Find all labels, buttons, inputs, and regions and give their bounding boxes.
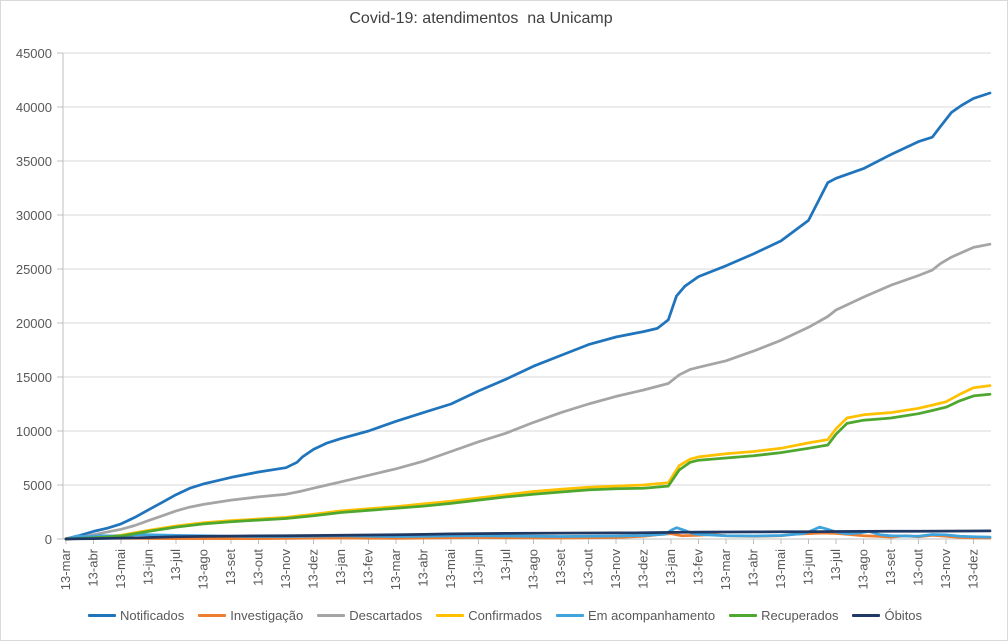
series-line-recuperados [64, 392, 992, 541]
legend-label-em-acompanhamento: Em acompanhamento [587, 608, 716, 623]
x-axis-tick-label: 13-mar [58, 548, 73, 590]
legend-item-descartados: Descartados [317, 608, 422, 623]
series-line-notificados [64, 91, 992, 541]
legend-item-investigacao: Investigação [198, 608, 303, 623]
x-axis-tick-label: 13-jul [498, 549, 513, 581]
x-axis-tick-label: 13-jun [471, 549, 486, 585]
series-line-confirmados [64, 384, 992, 541]
legend-label-confirmados: Confirmados [468, 608, 542, 623]
x-axis-tick-label: 13-out [251, 549, 266, 586]
legend-swatch-em-acompanhamento [555, 614, 584, 617]
x-axis-tick-label: 13-set [883, 549, 898, 586]
y-axis-tick-label: 25000 [16, 262, 52, 277]
x-axis-tick-label: 13-jun [141, 549, 156, 585]
legend-label-obitos: Óbitos [884, 608, 923, 623]
legend-swatch-descartados [317, 614, 346, 617]
x-axis-tick-label: 13-mar [718, 548, 733, 590]
legend-swatch-investigacao [198, 614, 227, 617]
legend-item-em-acompanhamento: Em acompanhamento [555, 608, 716, 623]
y-axis-tick-label: 35000 [16, 154, 52, 169]
x-axis-tick-label: 13-dez [636, 549, 651, 589]
y-axis-tick-label: 30000 [16, 208, 52, 223]
x-axis-tick-label: 13-nov [938, 549, 953, 589]
y-axis-tick-label: 15000 [16, 370, 52, 385]
x-axis-tick-label: 13-ago [526, 549, 541, 589]
series-line-obitos [64, 529, 992, 541]
legend-swatch-notificados [87, 614, 116, 617]
x-axis-tick-label: 13-abr [416, 548, 431, 586]
y-axis-tick-label: 10000 [16, 424, 52, 439]
x-axis-tick-label: 13-ago [196, 549, 211, 589]
chart-plot-area: 0 5000 10000 15000 20000 25000 30000 35000 40000… [16, 46, 992, 590]
legend-item-confirmados: Confirmados [436, 608, 542, 623]
chart-title: Covid-19: atendimentos na Unicamp [349, 10, 613, 27]
y-axis-tick-label: 5000 [23, 478, 52, 493]
legend-swatch-recuperados [729, 614, 758, 617]
x-axis-tick-label: 13-set [553, 549, 568, 586]
y-axis-tick-label: 0 [45, 532, 52, 547]
x-axis-tick-label: 13-mai [113, 549, 128, 589]
x-axis-tick-label: 13-jul [168, 549, 183, 581]
series-line-descartados [64, 242, 992, 541]
y-axis-tick-label: 20000 [16, 316, 52, 331]
y-axis-tick-label: 40000 [16, 100, 52, 115]
x-axis-tick-label: 13-mar [388, 548, 403, 590]
legend-label-descartados: Descartados [349, 608, 423, 623]
x-axis-tick-label: 13-fev [691, 549, 706, 586]
x-axis-tick-label: 13-fev [361, 549, 376, 586]
x-axis-tick-label: 13-set [223, 549, 238, 586]
x-axis-tick-label: 13-nov [608, 549, 623, 589]
legend-item-obitos: Óbitos [852, 608, 922, 623]
y-axis-tick-label: 45000 [16, 46, 52, 61]
legend-label-recuperados: Recuperados [761, 608, 839, 623]
x-axis-tick-label: 13-out [911, 549, 926, 586]
x-axis-tick-label: 13-jan [333, 549, 348, 585]
legend-label-investigacao: Investigação [230, 608, 304, 623]
x-axis-tick-label: 13-mai [773, 549, 788, 589]
x-axis-tick-label: 13-out [581, 549, 596, 586]
x-axis-tick-label: 13-jan [663, 549, 678, 585]
x-axis-tick-label: 13-ago [856, 549, 871, 589]
x-axis-tick-label: 13-nov [278, 549, 293, 589]
legend-item-recuperados: Recuperados [729, 608, 838, 623]
x-axis-tick-label: 13-abr [86, 548, 101, 586]
x-axis-tick-label: 13-mai [443, 549, 458, 589]
legend-label-notificados: Notificados [119, 608, 185, 623]
x-axis-tick-label: 13-dez [306, 549, 321, 589]
x-axis-tick-label: 13-abr [746, 548, 761, 586]
legend-item-notificados: Notificados [87, 608, 185, 623]
x-axis-tick-label: 13-jun [801, 549, 816, 585]
legend-swatch-confirmados [436, 614, 465, 617]
legend-swatch-obitos [852, 614, 881, 617]
chart-legend: Notificados Investigação Descartados Confir… [1, 608, 1007, 623]
x-axis-tick-label: 13-jul [828, 549, 843, 581]
x-axis-tick-label: 13-dez [966, 549, 981, 589]
